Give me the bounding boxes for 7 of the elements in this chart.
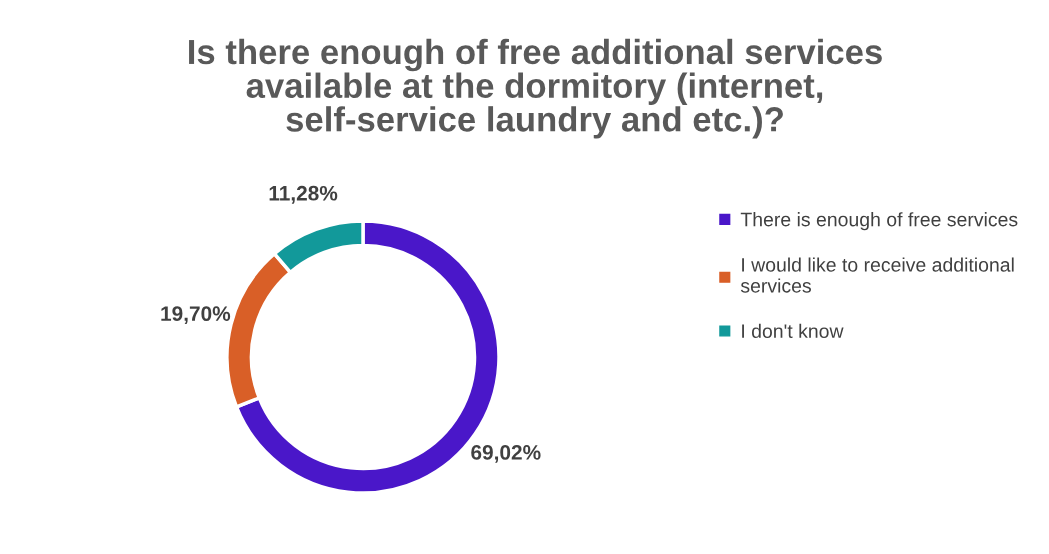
data-label: 11,28% — [269, 185, 338, 204]
data-label: 19,70% — [161, 306, 231, 325]
chart-title: Is there enough of free additional services available at the dormitory (internet, self-service laundry and etc.)? — [189, 38, 882, 139]
legend-label: There is enough of free services — [740, 212, 1018, 231]
legend-label: I don't know — [742, 323, 844, 339]
legend-label: I would like to receive additional services — [740, 257, 1014, 293]
data-label: 69,02% — [471, 445, 541, 463]
